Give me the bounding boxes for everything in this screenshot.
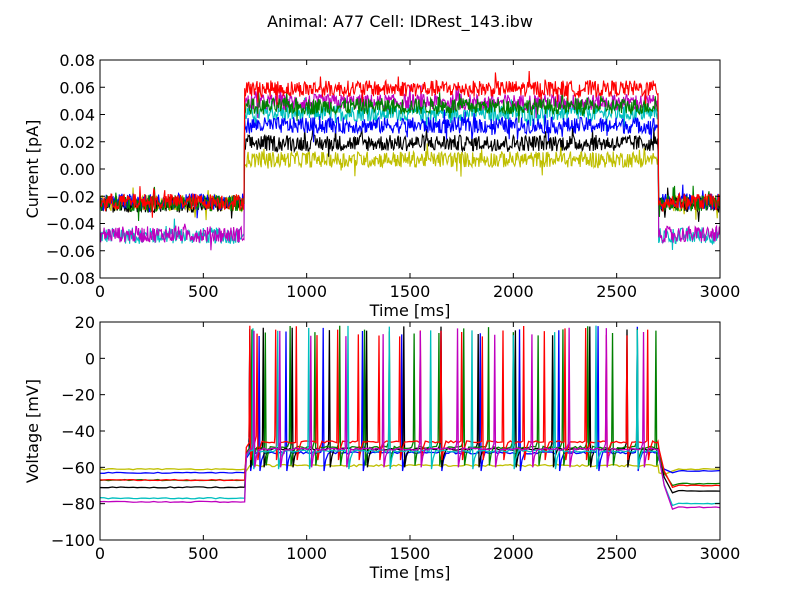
current-y-tick-label: 0.08	[59, 51, 95, 70]
current-ylabel: Current [pA]	[23, 120, 42, 219]
current-trace-magenta	[100, 85, 720, 251]
current-trace-red	[100, 70, 720, 218]
voltage-plot-area	[100, 325, 720, 510]
current-x-tick-label: 3000	[700, 282, 741, 301]
current-plot-area	[100, 70, 720, 251]
voltage-y-tick-label: −40	[61, 422, 95, 441]
voltage-y-tick-label: −60	[61, 458, 95, 477]
voltage-axes: 0 500 1000 1500 2000 2500 3000 −100 −80 −60 −40 −20…	[23, 313, 740, 582]
current-x-tick-label: 2500	[596, 282, 637, 301]
voltage-ylabel: Voltage [mV]	[23, 379, 42, 483]
voltage-x-tick-label: 2000	[493, 544, 534, 563]
voltage-xlabel: Time [ms]	[369, 563, 451, 582]
current-y-tick-label: 0.00	[59, 160, 95, 179]
current-y-tick-label: 0.06	[59, 78, 95, 97]
current-x-tick-label: 2000	[493, 282, 534, 301]
voltage-x-tick-label: 1500	[390, 544, 431, 563]
voltage-x-tick-label: 1000	[286, 544, 327, 563]
voltage-y-tick-label: 20	[75, 313, 95, 332]
voltage-ticks: 0 500 1000 1500 2000 2500 3000 −100 −80 −60 −40 −20…	[51, 313, 740, 563]
current-y-tick-label: 0.02	[59, 133, 95, 152]
voltage-y-tick-label: 0	[85, 349, 95, 368]
current-x-tick-label: 1500	[390, 282, 431, 301]
figure-title: Animal: A77 Cell: IDRest_143.ibw	[267, 12, 533, 32]
voltage-y-tick-label: −100	[51, 531, 95, 550]
current-trace-blue	[100, 109, 720, 219]
current-x-tick-label: 500	[188, 282, 219, 301]
current-x-tick-label: 1000	[286, 282, 327, 301]
current-trace-cyan	[100, 95, 720, 250]
voltage-trace-magenta	[100, 327, 720, 510]
voltage-x-tick-label: 2500	[596, 544, 637, 563]
voltage-x-tick-label: 3000	[700, 544, 741, 563]
voltage-y-tick-label: −20	[61, 386, 95, 405]
current-y-tick-label: −0.08	[46, 269, 95, 288]
voltage-x-tick-label: 500	[188, 544, 219, 563]
current-y-tick-label: −0.02	[46, 187, 95, 206]
voltage-y-tick-label: −80	[61, 495, 95, 514]
current-xlabel: Time [ms]	[369, 301, 451, 320]
current-axes: 0 500 1000 1500 2000 2500 3000 −0.08 −0.06 −0.04 −…	[23, 51, 740, 320]
current-x-tick-label: 0	[95, 282, 105, 301]
voltage-frame	[99, 321, 721, 541]
current-frame	[99, 59, 721, 279]
current-y-tick-label: −0.06	[46, 242, 95, 261]
current-y-tick-label: 0.04	[59, 106, 95, 125]
current-ticks: 0 500 1000 1500 2000 2500 3000 −0.08 −0.06 −0.04 −…	[46, 51, 740, 301]
current-y-tick-label: −0.04	[46, 215, 95, 234]
voltage-x-tick-label: 0	[95, 544, 105, 563]
current-trace-black	[100, 126, 720, 222]
